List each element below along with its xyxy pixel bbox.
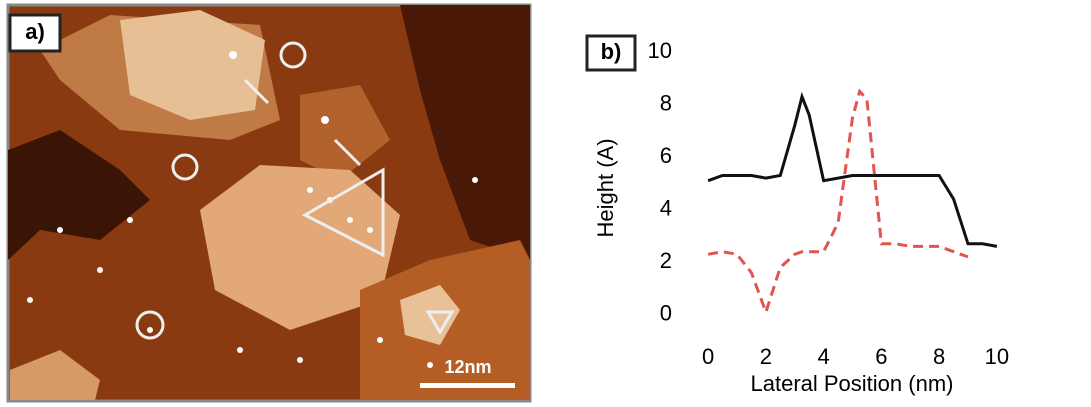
- figure: a) 12nm b) Lateral Position (nm) Height …: [0, 0, 1091, 407]
- x-tick-label: 6: [875, 344, 887, 369]
- scale-bar-label: 12nm: [444, 357, 491, 377]
- data-line: [708, 91, 968, 312]
- y-tick-label: 2: [660, 248, 672, 273]
- x-tick-label: 2: [760, 344, 772, 369]
- x-tick-label: 0: [702, 344, 714, 369]
- panel-label: a): [25, 19, 45, 44]
- page: a) 12nm b) Lateral Position (nm) Height …: [0, 0, 1091, 407]
- y-tick-label: 0: [660, 301, 672, 326]
- stm-image: a) 12nm: [8, 5, 530, 401]
- x-tick-label: 4: [817, 344, 829, 369]
- x-tick-label: 10: [985, 344, 1009, 369]
- y-tick-label: 8: [660, 90, 672, 115]
- x-tick-label: 8: [933, 344, 945, 369]
- y-tick-label: 6: [660, 143, 672, 168]
- scale-bar: [420, 383, 515, 388]
- y-axis-label: Height (A): [593, 138, 618, 237]
- y-tick-label: 4: [660, 195, 672, 220]
- y-tick-label: 10: [648, 38, 672, 63]
- panel-label: b): [601, 39, 622, 64]
- x-axis-label: Lateral Position (nm): [751, 371, 954, 396]
